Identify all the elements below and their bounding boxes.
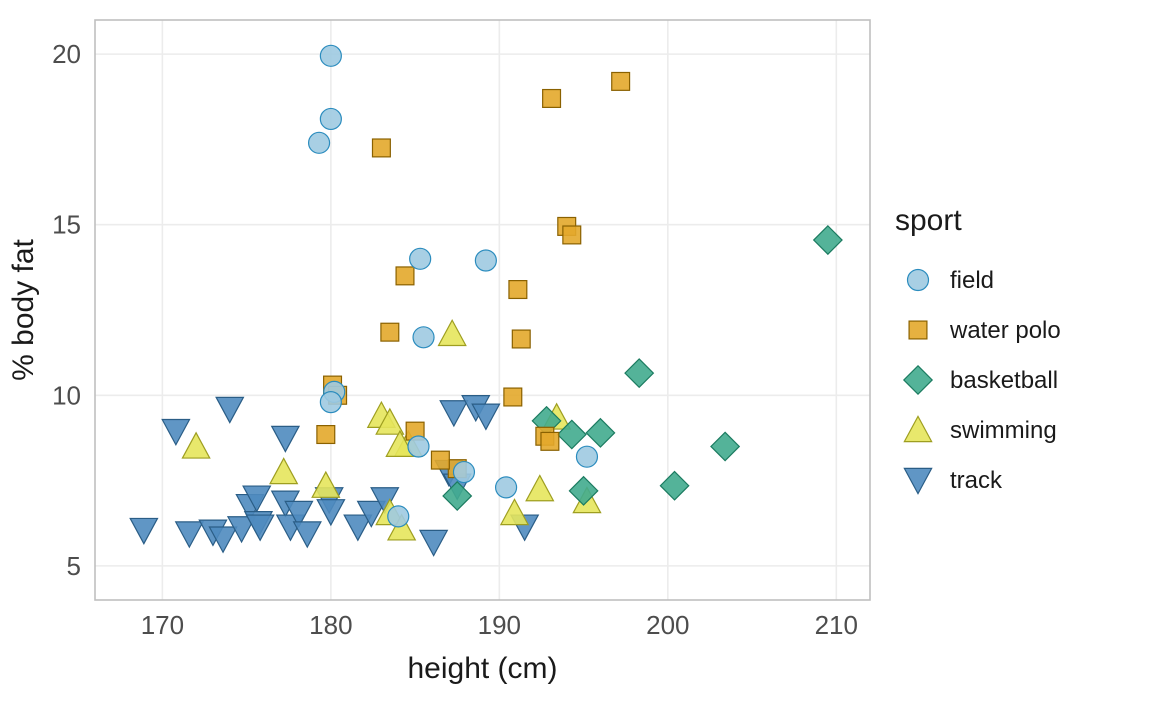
data-point [541, 432, 559, 450]
x-tick-label: 200 [646, 610, 689, 640]
legend-item: field [908, 267, 995, 294]
x-tick-label: 190 [478, 610, 521, 640]
data-point [410, 248, 431, 269]
data-point [496, 477, 517, 498]
data-point [543, 90, 561, 108]
data-point [320, 108, 341, 129]
data-point [381, 323, 399, 341]
data-point [576, 446, 597, 467]
data-point [320, 392, 341, 413]
data-point [413, 327, 434, 348]
data-point [504, 388, 522, 406]
legend-item-label: track [950, 467, 1003, 494]
data-point [408, 436, 429, 457]
data-point [512, 330, 530, 348]
x-axis-label: height (cm) [407, 652, 557, 685]
legend-item-label: swimming [950, 417, 1057, 444]
data-point [563, 226, 581, 244]
x-tick-label: 210 [815, 610, 858, 640]
data-point [509, 281, 527, 299]
x-tick-label: 180 [309, 610, 352, 640]
data-point [475, 250, 496, 271]
data-point [453, 462, 474, 483]
legend-item: water polo [909, 317, 1061, 344]
y-tick-label: 10 [52, 380, 81, 410]
data-point [320, 45, 341, 66]
y-tick-label: 15 [52, 210, 81, 240]
data-point [396, 267, 414, 285]
data-point [612, 72, 630, 90]
data-point [317, 426, 335, 444]
legend-item-label: water polo [949, 317, 1061, 344]
legend-item-label: field [950, 267, 994, 294]
legend-item: track [904, 467, 1003, 494]
legend-item: swimming [904, 416, 1056, 444]
scatter-chart: 170 180 190 200 210 5 10 15 20 height (cm) % body … [0, 0, 1152, 711]
data-point [309, 132, 330, 153]
data-point [388, 506, 409, 527]
data-point [431, 451, 449, 469]
y-tick-label: 5 [67, 551, 81, 581]
legend-item: basketball [904, 366, 1058, 394]
legend: sport field water polo basketball swimming tr… [895, 204, 1061, 494]
data-point [372, 139, 390, 157]
x-tick-label: 170 [141, 610, 184, 640]
legend-title: sport [895, 204, 962, 237]
y-tick-label: 20 [52, 39, 81, 69]
legend-item-label: basketball [950, 367, 1058, 394]
y-axis-label: % body fat [7, 238, 40, 380]
